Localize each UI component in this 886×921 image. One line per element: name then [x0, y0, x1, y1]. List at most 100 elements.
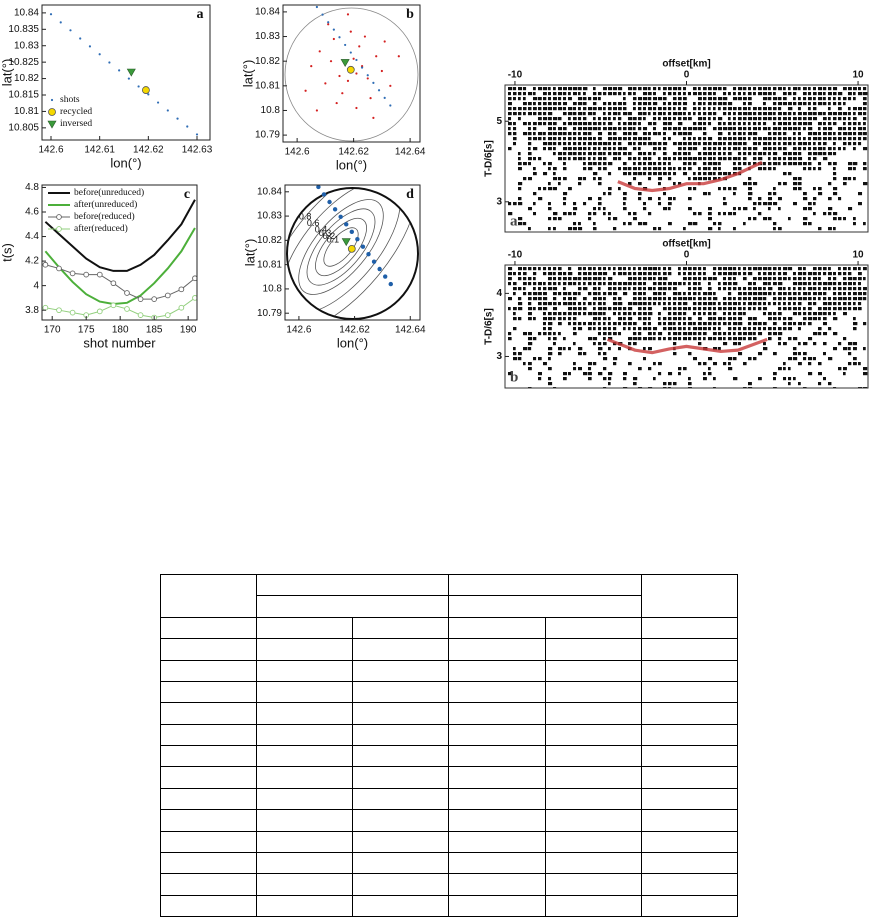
trace-wiggle [633, 122, 637, 126]
point [349, 30, 352, 33]
trace-wiggle [608, 172, 612, 176]
trace-wiggle [808, 137, 812, 141]
trace-wiggle [633, 212, 637, 216]
trace-wiggle [713, 337, 717, 341]
trace-wiggle [758, 137, 762, 141]
trace-wiggle [823, 112, 826, 116]
trace-wiggle [713, 142, 718, 146]
trace-wiggle [708, 217, 712, 221]
trace-wiggle [563, 297, 566, 301]
trace-wiggle [553, 147, 556, 151]
trace-wiggle [663, 267, 667, 271]
trace-wiggle [843, 277, 847, 281]
trace-wiggle [543, 322, 546, 326]
trace-wiggle [768, 217, 772, 221]
trace-wiggle [798, 152, 802, 156]
trace-wiggle [623, 307, 627, 311]
trace-wiggle [678, 332, 682, 336]
trace-wiggle [538, 282, 542, 286]
trace-wiggle [603, 162, 607, 166]
trace-wiggle [683, 297, 688, 301]
trace-wiggle [523, 97, 526, 101]
table-cell [352, 809, 450, 832]
trace-wiggle [673, 102, 677, 106]
trace-wiggle [618, 187, 621, 191]
trace-wiggle [568, 117, 571, 121]
trace-wiggle [738, 107, 742, 111]
trace-wiggle [713, 157, 716, 161]
point [79, 37, 82, 40]
trace-wiggle [588, 112, 593, 116]
trace-wiggle [548, 167, 551, 171]
point [96, 308, 103, 315]
trace-wiggle [768, 292, 772, 296]
plot-frame [282, 4, 421, 143]
trace-wiggle [668, 87, 672, 91]
point [110, 302, 117, 309]
trace-wiggle [613, 137, 617, 141]
trace-wiggle [703, 302, 707, 306]
trace-wiggle [658, 302, 661, 306]
trace-wiggle [588, 147, 591, 151]
trace-wiggle [573, 152, 577, 156]
trace-wiggle [603, 192, 606, 196]
y-tick-label: 10.83 [257, 211, 282, 222]
trace-wiggle [838, 292, 842, 296]
trace-wiggle [508, 337, 512, 341]
point [352, 57, 355, 60]
x-axis-label: offset[km] [662, 239, 710, 250]
trace-wiggle [718, 332, 722, 336]
trace-wiggle [863, 322, 867, 326]
trace-wiggle [823, 267, 827, 271]
trace-wiggle [643, 167, 647, 171]
trace-wiggle [638, 282, 642, 286]
trace-wiggle [848, 352, 852, 356]
trace-wiggle [688, 207, 692, 211]
trace-wiggle [838, 97, 841, 101]
trace-wiggle [633, 172, 638, 176]
trace-wiggle [548, 337, 551, 341]
trace-wiggle [578, 287, 582, 291]
trace-wiggle [763, 267, 768, 271]
trace-wiggle [723, 187, 727, 191]
trace-wiggle [823, 152, 827, 156]
trace-wiggle [768, 267, 772, 271]
trace-wiggle [543, 162, 546, 166]
trace-wiggle [703, 192, 708, 196]
x-tick-label: 0 [684, 70, 690, 81]
trace-wiggle [613, 332, 617, 336]
trace-wiggle [843, 112, 848, 116]
trace-wiggle [638, 87, 642, 91]
trace-wiggle [778, 162, 781, 166]
trace-wiggle [803, 267, 806, 271]
trace-wiggle [663, 142, 668, 146]
trace-wiggle [608, 162, 613, 166]
trace-wiggle [623, 167, 628, 171]
trace-wiggle [578, 277, 582, 281]
trace-wiggle [598, 292, 601, 296]
trace-wiggle [688, 327, 691, 331]
trace-wiggle [713, 267, 717, 271]
trace-wiggle [723, 302, 727, 306]
trace-wiggle [693, 302, 697, 306]
trace-wiggle [828, 92, 832, 96]
y-axis-label: lat(°) [240, 60, 255, 88]
trace-wiggle [528, 307, 533, 311]
domain-circle [284, 7, 419, 142]
trace-wiggle [518, 302, 523, 306]
trace-wiggle [813, 202, 816, 206]
trace-wiggle [508, 332, 512, 336]
trace-wiggle [843, 347, 848, 351]
trace-wiggle [793, 292, 797, 296]
trace-wiggle [853, 277, 857, 281]
point [329, 60, 333, 63]
trace-wiggle [573, 102, 577, 106]
trace-wiggle [678, 92, 682, 96]
trace-wiggle [658, 87, 661, 91]
trace-wiggle [778, 292, 782, 296]
table-row [159, 894, 739, 918]
point [372, 81, 375, 84]
trace-wiggle [548, 317, 553, 321]
trace-wiggle [843, 102, 846, 106]
trace-wiggle [548, 92, 552, 96]
